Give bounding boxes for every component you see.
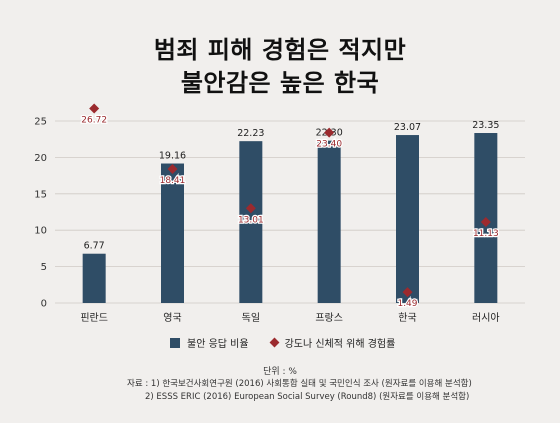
diamond-marker	[245, 203, 256, 214]
chart-area: 0 5 10 15 20 25 6.77 핀란드 26.72 19.16 영국 18.41 22.23 독…	[34, 103, 525, 324]
legend-bar-swatch	[170, 337, 180, 348]
diamond-marker	[324, 127, 335, 138]
x-tick-label: 영국	[163, 312, 181, 324]
diamond-value-label: 18.41	[160, 176, 186, 186]
legend: 불안 응답 비율 강도나 신체적 위해 경험률	[170, 335, 395, 350]
y-tick-label: 20	[34, 153, 47, 164]
bar	[396, 135, 419, 303]
y-tick-label: 0	[41, 299, 47, 310]
x-tick-label: 프랑스	[315, 312, 343, 324]
chart-title-line-1: 범죄 피해 경험은 적지만	[153, 36, 407, 64]
source-note-1: 자료 : 1) 한국보건사회연구원 (2016) 사회통합 실태 및 국민인식 …	[127, 379, 472, 389]
legend-item-diamond: 강도나 신체적 위해 경험률	[269, 335, 396, 350]
y-tick-label: 10	[34, 226, 47, 237]
diamond-value-label: 11.13	[473, 229, 499, 239]
bar-value-label: 22.23	[237, 128, 264, 139]
diamond-marker	[480, 216, 491, 227]
bar	[239, 141, 263, 303]
source-note-2: 2) ESSS ERIC (2016) European Social Surv…	[145, 392, 470, 402]
x-tick-label: 핀란드	[80, 312, 108, 324]
bar	[161, 163, 184, 303]
legend-item-bar: 불안 응답 비율	[170, 335, 249, 350]
x-tick-label: 한국	[398, 312, 416, 324]
diamond-marker	[89, 103, 100, 114]
diamond-marker	[167, 163, 178, 174]
bar	[82, 253, 106, 303]
bar-value-label: 23.07	[394, 122, 421, 133]
bar-value-label: 23.35	[472, 120, 499, 131]
legend-label-bar: 불안 응답 비율	[187, 339, 249, 350]
y-tick-label: 25	[34, 117, 47, 128]
y-tick-label: 5	[41, 262, 47, 273]
legend-label-diamond: 강도나 신체적 위해 경험률	[284, 339, 396, 350]
unit-note: 단위 : %	[263, 367, 297, 377]
diamond-value-label: 23.40	[316, 140, 342, 150]
diamond-value-label: 1.49	[397, 299, 417, 309]
x-tick-label: 독일	[242, 312, 260, 324]
diamond-value-label: 26.72	[81, 115, 107, 125]
diamond-marker	[402, 287, 413, 298]
bar	[317, 140, 341, 303]
bar-value-label: 6.77	[84, 241, 105, 252]
legend-diamond-swatch	[269, 337, 280, 348]
chart-title-line-2: 불안감은 높은 한국	[180, 69, 380, 97]
x-tick-label: 러시아	[472, 312, 500, 324]
diamond-value-label: 13.01	[238, 215, 264, 225]
bar-value-label: 19.16	[159, 151, 186, 162]
y-tick-label: 15	[34, 189, 47, 200]
